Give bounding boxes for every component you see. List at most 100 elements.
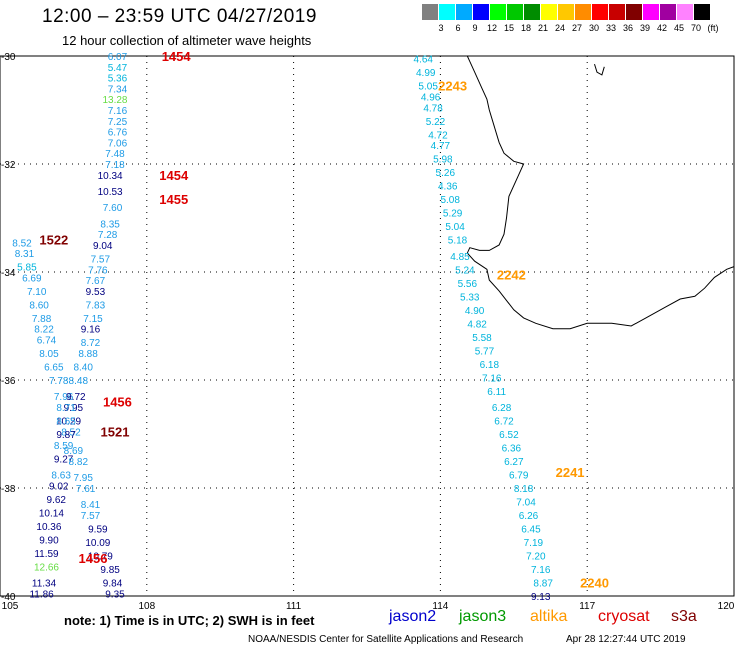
lat-tick-label: -34 xyxy=(1,268,16,279)
swh-label: 9.72 xyxy=(66,392,86,403)
swh-label: 4.96 xyxy=(421,93,441,104)
pass-time-label: 1455 xyxy=(159,192,188,207)
swh-label: 11.86 xyxy=(29,589,54,600)
swh-label: 8.41 xyxy=(81,500,101,511)
scale-swatch xyxy=(575,4,592,20)
scale-label: 27 xyxy=(571,23,582,33)
scale-swatch xyxy=(473,4,490,20)
swh-label: 9.13 xyxy=(531,592,551,603)
legend-note: note: 1) Time is in UTC; 2) SWH is in fe… xyxy=(64,613,315,628)
swh-label: 6.72 xyxy=(494,417,514,428)
scale-swatch xyxy=(677,4,694,20)
swh-label: 8.88 xyxy=(78,349,98,360)
swh-label: 10.53 xyxy=(98,187,123,198)
swh-label: 6.28 xyxy=(492,403,512,414)
lat-tick-label: -38 xyxy=(1,484,16,495)
swh-label: 13.28 xyxy=(102,95,127,106)
swh-label: 8.60 xyxy=(29,300,49,311)
scale-swatch xyxy=(490,4,507,20)
lon-tick-label: 117 xyxy=(579,601,595,612)
scale-label: 42 xyxy=(656,23,667,33)
swh-label: 5.47 xyxy=(108,63,128,74)
legend-jason2: jason2 xyxy=(389,608,437,625)
swh-label: 7.04 xyxy=(516,498,536,509)
swh-label: 4.82 xyxy=(467,319,487,330)
island-outline xyxy=(594,63,605,76)
swh-label: 8.48 xyxy=(69,376,89,387)
pass-time-label: 1522 xyxy=(39,233,68,248)
scale-swatch xyxy=(694,4,711,20)
swh-label: 5.36 xyxy=(108,74,128,85)
swh-label: 6.07 xyxy=(108,52,128,63)
swh-label: 9.62 xyxy=(47,495,67,506)
swh-label: 10.29 xyxy=(56,417,81,428)
swh-label: 8.35 xyxy=(100,219,120,230)
swh-label: 10.09 xyxy=(85,538,110,549)
swh-label: 7.18 xyxy=(105,160,125,171)
pass-time-label: 1454 xyxy=(162,49,192,64)
swh-label: 5.29 xyxy=(443,209,463,220)
swh-label: 7.16 xyxy=(108,106,128,117)
swh-label: 8.31 xyxy=(15,249,35,260)
swh-label: 5.22 xyxy=(426,117,446,128)
swh-label: 5.24 xyxy=(455,265,475,276)
swh-label: 8.05 xyxy=(39,349,59,360)
swh-label: 8.52 xyxy=(12,238,32,249)
swh-label: 9.85 xyxy=(100,565,120,576)
swh-label: 7.15 xyxy=(83,314,103,325)
swh-label: 10.34 xyxy=(98,171,123,182)
swh-label: 6.69 xyxy=(22,273,42,284)
swh-label: 4.36 xyxy=(438,182,458,193)
swh-label: 4.99 xyxy=(416,68,436,79)
coastline xyxy=(466,55,735,330)
swh-label: 9.53 xyxy=(86,287,106,298)
swh-label: 12.66 xyxy=(34,562,59,573)
swh-label: 8.63 xyxy=(51,471,71,482)
swh-label: 7.96 xyxy=(54,392,74,403)
scale-swatch xyxy=(524,4,541,20)
swh-label: 6.45 xyxy=(521,525,541,536)
swh-label: 9.90 xyxy=(39,535,59,546)
swh-label: 9.27 xyxy=(54,454,74,465)
swh-label: 5.58 xyxy=(472,333,492,344)
swh-label: 6.52 xyxy=(499,430,519,441)
swh-label: 5.18 xyxy=(448,236,468,247)
swh-label: 7.78 xyxy=(49,376,69,387)
swh-label: 5.85 xyxy=(17,263,37,274)
lat-tick-label: -40 xyxy=(1,592,16,603)
lon-tick-label: 114 xyxy=(432,601,448,612)
scale-label: 18 xyxy=(520,23,531,33)
swh-label: 9.04 xyxy=(93,241,113,252)
swh-label: 11.59 xyxy=(34,549,59,560)
scale-swatch xyxy=(541,4,558,20)
generation-timestamp: Apr 28 12:27:44 UTC 2019 xyxy=(566,634,686,645)
swh-label: 10.36 xyxy=(36,522,61,533)
swh-label: 4.78 xyxy=(423,103,443,114)
swh-label: 9.02 xyxy=(49,481,69,492)
swh-label: 6.18 xyxy=(480,360,500,371)
lon-tick-label: 120 xyxy=(718,601,735,612)
swh-label: 5.05 xyxy=(418,82,438,93)
swh-label: 7.88 xyxy=(32,314,52,325)
swh-label: 6.76 xyxy=(108,128,128,139)
scale-swatch xyxy=(507,4,524,20)
swh-label: 9.35 xyxy=(105,589,125,600)
swh-label: 8.40 xyxy=(73,363,93,374)
scale-swatch xyxy=(439,4,456,20)
swh-label: 7.19 xyxy=(524,538,544,549)
pass-time-label: 1456 xyxy=(79,551,108,566)
swh-label: 4.64 xyxy=(414,55,434,66)
scale-label: 30 xyxy=(588,23,599,33)
swh-label: 7.57 xyxy=(81,511,101,522)
swh-label: 8.18 xyxy=(514,484,534,495)
swh-label: 8.71 xyxy=(56,403,76,414)
legend-jason3: jason3 xyxy=(459,608,507,625)
legend-cryosat: cryosat xyxy=(598,608,650,625)
swh-label: 7.95 xyxy=(73,473,93,484)
swh-label: 9.59 xyxy=(88,525,108,536)
swh-label: 7.20 xyxy=(526,552,546,563)
swh-label: 7.61 xyxy=(76,484,96,495)
swh-label: 7.25 xyxy=(108,117,128,128)
lat-tick-label: -36 xyxy=(1,376,16,387)
swh-label: 4.90 xyxy=(465,306,485,317)
